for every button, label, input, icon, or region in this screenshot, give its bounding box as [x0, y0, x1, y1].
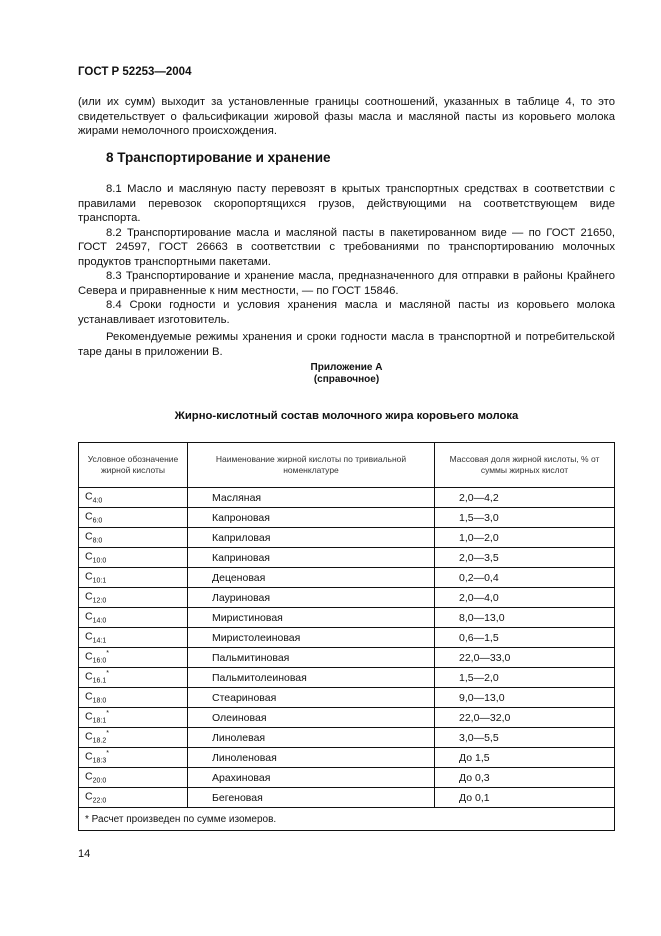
acid-symbol: C22:0 [78, 787, 188, 808]
column-header: Условное обозначение жирной кислоты [78, 442, 188, 488]
acid-symbol: C20:0 [78, 767, 188, 788]
acid-symbol: C16.1* [78, 667, 188, 688]
mass-fraction: 22,0—32,0 [434, 707, 615, 728]
table-row: C14:0 Миристиновая 8,0—13,0 [78, 607, 615, 628]
acid-symbol: C18:0 [78, 687, 188, 708]
acid-name: Олеиновая [187, 707, 435, 728]
acid-name: Деценовая [187, 567, 435, 588]
table-row: C12:0 Лауриновая 2,0—4,0 [78, 587, 615, 608]
paragraph-continued: (или их сумм) выходит за установленные г… [78, 96, 615, 137]
acid-name: Пальмитиновая [187, 647, 435, 668]
acid-name: Масляная [187, 487, 435, 508]
mass-fraction: 2,0—3,5 [434, 547, 615, 568]
appendix-heading: Приложение А (справочное) [78, 362, 615, 386]
appendix-subtitle: (справочное) [313, 374, 380, 385]
table-row: C14:1 Миристолеиновая 0,6—1,5 [78, 627, 615, 648]
mass-fraction: 2,0—4,2 [434, 487, 615, 508]
acid-name: Бегеновая [187, 787, 435, 808]
document-header: ГОСТ Р 52253—2004 [78, 66, 192, 78]
table-row: C8:0 Каприловая 1,0—2,0 [78, 527, 615, 548]
paragraph: Рекомендуемые режимы хранения и сроки го… [78, 331, 615, 358]
acid-symbol: C10:0 [78, 547, 188, 568]
mass-fraction: До 0,3 [434, 767, 615, 788]
acid-name: Пальмитолеиновая [187, 667, 435, 688]
acid-name: Каприловая [187, 527, 435, 548]
table-row: C22:0 Бегеновая До 0,1 [78, 787, 615, 808]
mass-fraction: 1,0—2,0 [434, 527, 615, 548]
table-title: Жирно-кислотный состав молочного жира ко… [174, 410, 519, 422]
appendix-title: Приложение А [310, 362, 383, 373]
acid-name: Линоленовая [187, 747, 435, 768]
acid-symbol: C14:0 [78, 607, 188, 628]
table-row: C18:3* Линоленовая До 1,5 [78, 747, 615, 768]
mass-fraction: 0,2—0,4 [434, 567, 615, 588]
acid-name: Стеариновая [187, 687, 435, 708]
acid-symbol: C12:0 [78, 587, 188, 608]
table-row: C18:1* Олеиновая 22,0—32,0 [78, 707, 615, 728]
column-header: Наименование жирной кислоты по тривиальн… [187, 442, 435, 488]
mass-fraction: До 1,5 [434, 747, 615, 768]
table-row: C6:0 Капроновая 1,5—3,0 [78, 507, 615, 528]
mass-fraction: 22,0—33,0 [434, 647, 615, 668]
acid-symbol: C18:3* [78, 747, 188, 768]
acid-name: Лауриновая [187, 587, 435, 608]
acid-name: Миристолеиновая [187, 627, 435, 648]
acid-symbol: C14:1 [78, 627, 188, 648]
table-row: C16:0* Пальмитиновая 22,0—33,0 [78, 647, 615, 668]
paragraph: 8.1 Масло и масляную пасту перевозят в к… [78, 183, 615, 224]
section-title: 8 Транспортирование и хранение [106, 150, 331, 165]
mass-fraction: До 0,1 [434, 787, 615, 808]
mass-fraction: 8,0—13,0 [434, 607, 615, 628]
table-footnote: * Расчет произведен по сумме изомеров. [78, 807, 615, 831]
acid-name: Капроновая [187, 507, 435, 528]
table-row: C4:0 Масляная 2,0—4,2 [78, 487, 615, 508]
acid-symbol: C18.2* [78, 727, 188, 748]
acid-name: Миристиновая [187, 607, 435, 628]
mass-fraction: 0,6—1,5 [434, 627, 615, 648]
acid-symbol: C16:0* [78, 647, 188, 668]
mass-fraction: 2,0—4,0 [434, 587, 615, 608]
acid-symbol: C18:1* [78, 707, 188, 728]
paragraph: 8.3 Транспортирование и хранение масла, … [78, 270, 615, 297]
section-body: 8.1 Масло и масляную пасту перевозят в к… [78, 182, 615, 359]
mass-fraction: 1,5—2,0 [434, 667, 615, 688]
table-row: C10:0 Каприновая 2,0—3,5 [78, 547, 615, 568]
acid-name: Каприновая [187, 547, 435, 568]
acid-symbol: C4:0 [78, 487, 188, 508]
table-header-row: Условное обозначение жирной кислоты Наим… [78, 442, 615, 488]
paragraph: 8.2 Транспортирование масла и масляной п… [78, 226, 615, 268]
mass-fraction: 1,5—3,0 [434, 507, 615, 528]
fatty-acid-table: Условное обозначение жирной кислоты Наим… [78, 442, 615, 831]
page-number: 14 [78, 848, 91, 860]
mass-fraction: 9,0—13,0 [434, 687, 615, 708]
table-row: C16.1* Пальмитолеиновая 1,5—2,0 [78, 667, 615, 688]
acid-symbol: C10:1 [78, 567, 188, 588]
column-header: Массовая доля жирной кислоты, % от суммы… [434, 442, 615, 488]
table-row: C20:0 Арахиновая До 0,3 [78, 767, 615, 788]
acid-symbol: C6:0 [78, 507, 188, 528]
paragraph: 8.4 Сроки годности и условия хранения ма… [78, 299, 615, 326]
table-row: C18:0 Стеариновая 9,0—13,0 [78, 687, 615, 708]
mass-fraction: 3,0—5,5 [434, 727, 615, 748]
table-row: C10:1 Деценовая 0,2—0,4 [78, 567, 615, 588]
table-row: C18.2* Линолевая 3,0—5,5 [78, 727, 615, 748]
acid-name: Арахиновая [187, 767, 435, 788]
acid-symbol: C8:0 [78, 527, 188, 548]
acid-name: Линолевая [187, 727, 435, 748]
